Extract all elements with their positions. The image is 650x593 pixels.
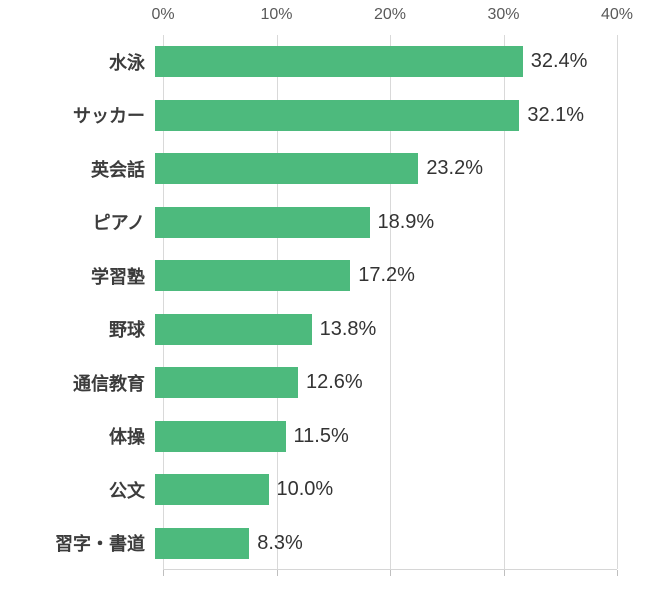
bar-row: 体操 11.5% <box>0 410 650 464</box>
bar-track: 8.3% <box>155 527 609 559</box>
x-tick-label: 10% <box>260 6 293 23</box>
category-label: 習字・書道 <box>55 534 145 555</box>
x-tick-label: 20% <box>373 6 407 23</box>
gridline <box>390 35 391 569</box>
bar-track: 32.1% <box>155 99 609 131</box>
gridline <box>163 35 164 569</box>
category-label: 野球 <box>109 320 145 341</box>
axis-tick <box>163 570 164 576</box>
plot-area <box>163 35 618 576</box>
value-label: 13.8% <box>319 317 377 340</box>
gridline <box>276 35 278 569</box>
bar-row: 通信教育 12.6% <box>0 356 650 410</box>
x-tick-label: 40% <box>600 6 634 23</box>
bar <box>155 313 312 345</box>
bar-track: 17.2% <box>155 260 609 292</box>
bar-track: 32.4% <box>155 46 609 78</box>
axis-tick <box>276 570 278 576</box>
category-label: ピアノ <box>92 213 145 234</box>
bar-rows: 水泳 32.4% サッカー 32.1% 英会話 23.2% ピアノ 18.9% 学習塾 17.2%… <box>0 35 650 570</box>
gridline <box>503 35 505 569</box>
bar <box>155 46 523 78</box>
value-label: 32.4% <box>530 50 588 73</box>
category-label: 通信教育 <box>73 373 145 394</box>
bar-track: 23.2% <box>155 153 609 185</box>
category-label: 体操 <box>109 427 145 448</box>
category-label: 公文 <box>109 480 145 501</box>
axis-tick <box>503 570 505 576</box>
axis-tick <box>617 570 618 576</box>
bar-row: 野球 13.8% <box>0 303 650 357</box>
bar <box>155 206 370 238</box>
bar <box>155 420 286 452</box>
value-label: 11.5% <box>293 424 349 447</box>
bar-row: 公文 10.0% <box>0 463 650 517</box>
value-label: 18.9% <box>377 210 435 233</box>
x-tick-label: 0% <box>151 6 175 23</box>
bar-row: 水泳 32.4% <box>0 35 650 89</box>
bar-track: 13.8% <box>155 313 609 345</box>
bar <box>155 527 250 559</box>
value-label: 23.2% <box>426 157 484 180</box>
axis-tick <box>390 570 391 576</box>
value-label: 12.6% <box>306 371 363 394</box>
bar-track: 10.0% <box>155 474 609 506</box>
bar <box>155 153 419 185</box>
value-label: 17.2% <box>358 264 415 287</box>
value-label: 8.3% <box>257 531 303 554</box>
value-label: 10.0% <box>276 478 334 501</box>
bar-track: 18.9% <box>155 206 609 238</box>
category-label: 学習塾 <box>91 266 145 287</box>
category-label: サッカー <box>73 106 145 127</box>
bar <box>155 474 269 506</box>
category-label: 水泳 <box>109 52 145 73</box>
gridline <box>617 35 618 569</box>
value-label: 32.1% <box>527 103 585 126</box>
x-tick-label: 30% <box>487 6 520 23</box>
bar <box>155 99 520 131</box>
bar <box>155 260 351 292</box>
bar-row: 学習塾 17.2% <box>0 249 650 303</box>
bar-track: 12.6% <box>155 367 609 399</box>
bar-row: ピアノ 18.9% <box>0 196 650 250</box>
category-label: 英会話 <box>91 159 145 180</box>
bar-row: サッカー 32.1% <box>0 89 650 143</box>
bar-track: 11.5% <box>155 420 609 452</box>
bar <box>155 367 298 399</box>
bar-row: 英会話 23.2% <box>0 142 650 196</box>
x-axis: 0% 10% 20% 30% 40% <box>0 0 650 34</box>
bar-row: 習字・書道 8.3% <box>0 517 650 571</box>
